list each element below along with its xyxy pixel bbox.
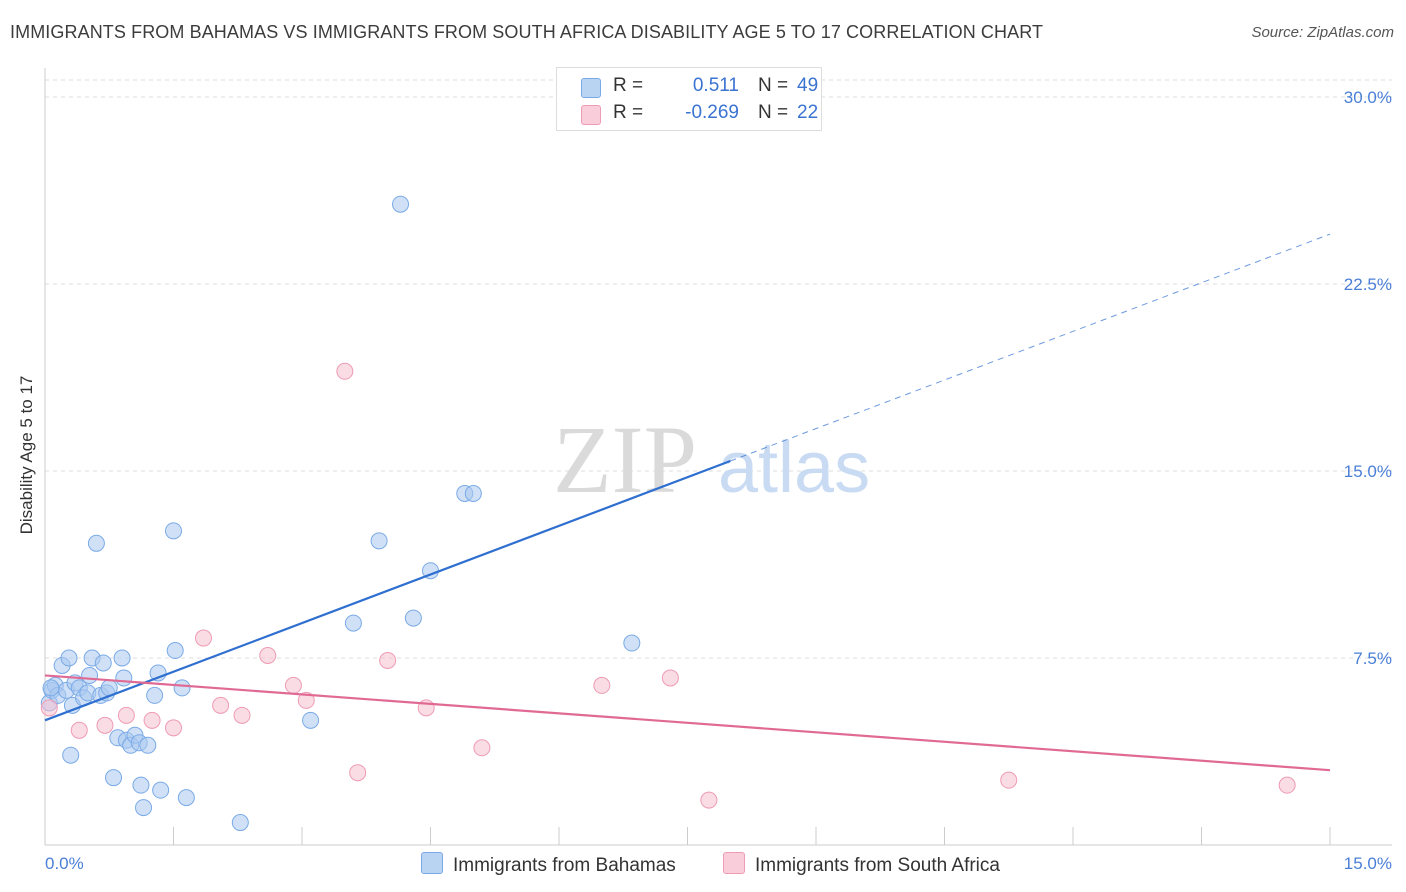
south-africa-point [336, 362, 354, 380]
bahamas-point [42, 679, 60, 697]
bahamas-point [370, 532, 388, 550]
trend-lines [44, 233, 1331, 772]
south-africa-point [233, 706, 251, 724]
south-africa-point [473, 739, 491, 757]
south-africa-point [297, 691, 315, 709]
bottom-legend-south-africa: Immigrants from South Africa [723, 852, 1000, 876]
bahamas-point [132, 776, 150, 794]
bottom-legend-label-south-africa: Immigrants from South Africa [755, 855, 1000, 876]
bahamas-point [60, 649, 78, 667]
south-africa-point [700, 791, 718, 809]
bahamas-point [623, 634, 641, 652]
south-africa-point [349, 764, 367, 782]
bahamas-point [139, 736, 157, 754]
y-tick-label: 30.0% [1344, 88, 1392, 107]
bahamas-trend-extension [730, 233, 1331, 462]
south-africa-point [661, 669, 679, 687]
south-africa-trend-line [44, 674, 1331, 772]
bottom-legend-swatch-south-africa [723, 852, 745, 874]
axes [44, 68, 1392, 846]
bottom-legend-bahamas: Immigrants from Bahamas [421, 852, 676, 876]
south-africa-point [1000, 771, 1018, 789]
south-africa-point [593, 676, 611, 694]
bahamas-point [152, 781, 170, 799]
legend-n-label: N = [758, 102, 789, 123]
legend-swatch-bahamas [581, 78, 601, 98]
bahamas-point [81, 666, 99, 684]
data-points [40, 195, 1296, 832]
south-africa-point [1278, 776, 1296, 794]
bahamas-point [404, 609, 422, 627]
south-africa-point [284, 676, 302, 694]
legend-r-value: -0.269 [685, 102, 739, 123]
tick-labels: 7.5% 15.0% 22.5% 30.0% 0.0% 15.0% [45, 88, 1392, 873]
south-africa-point [117, 706, 135, 724]
bahamas-point [177, 789, 195, 807]
bahamas-point [87, 534, 105, 552]
bahamas-point [392, 195, 410, 213]
bahamas-trend-line [44, 459, 731, 722]
y-tick-label: 7.5% [1353, 649, 1392, 668]
bahamas-point [302, 711, 320, 729]
bahamas-point [173, 679, 191, 697]
south-africa-point [70, 721, 88, 739]
south-africa-point [40, 699, 58, 717]
watermark-zip: ZIP [553, 406, 697, 513]
source-label: Source: ZipAtlas.com [1251, 24, 1394, 41]
south-africa-point [165, 719, 182, 737]
watermark: ZIP atlas [553, 406, 870, 513]
south-africa-point [96, 716, 114, 734]
bahamas-point [146, 686, 164, 704]
y-tick-label: 15.0% [1344, 462, 1392, 481]
chart-title: IMMIGRANTS FROM BAHAMAS VS IMMIGRANTS FR… [10, 22, 1044, 42]
legend-n-label: N = [758, 75, 789, 96]
bahamas-point [62, 746, 80, 764]
south-africa-point [379, 651, 397, 669]
bahamas-point [113, 649, 131, 667]
grid-lines [45, 79, 1392, 659]
legend-r-value: 0.511 [692, 75, 739, 96]
south-africa-point [212, 696, 230, 714]
bahamas-point [464, 484, 482, 502]
bahamas-point [165, 522, 182, 540]
legend-r-label: R = [613, 75, 644, 96]
bahamas-point [115, 669, 133, 687]
bahamas-point [166, 642, 184, 660]
south-africa-point [143, 711, 161, 729]
bottom-legend-swatch-bahamas [421, 852, 443, 874]
watermark-atlas: atlas [718, 428, 870, 508]
south-africa-point [194, 629, 212, 647]
legend-n-value: 22 [797, 102, 819, 123]
stats-legend: R = 0.511 N = 49 R = -0.269 N = 22 [556, 67, 822, 131]
x-tick-label: 15.0% [1344, 854, 1392, 873]
legend-n-value: 49 [797, 75, 819, 96]
bottom-legend-label-bahamas: Immigrants from Bahamas [453, 855, 676, 876]
bahamas-point [231, 814, 249, 832]
y-tick-label: 22.5% [1344, 275, 1392, 294]
bahamas-point [105, 769, 123, 787]
bahamas-point [135, 799, 153, 817]
bahamas-point [94, 654, 112, 672]
south-africa-point [259, 647, 277, 665]
x-tick-label: 0.0% [45, 854, 84, 873]
legend-swatch-south-africa [581, 105, 601, 125]
bahamas-point [344, 614, 362, 632]
legend-r-label: R = [613, 102, 644, 123]
